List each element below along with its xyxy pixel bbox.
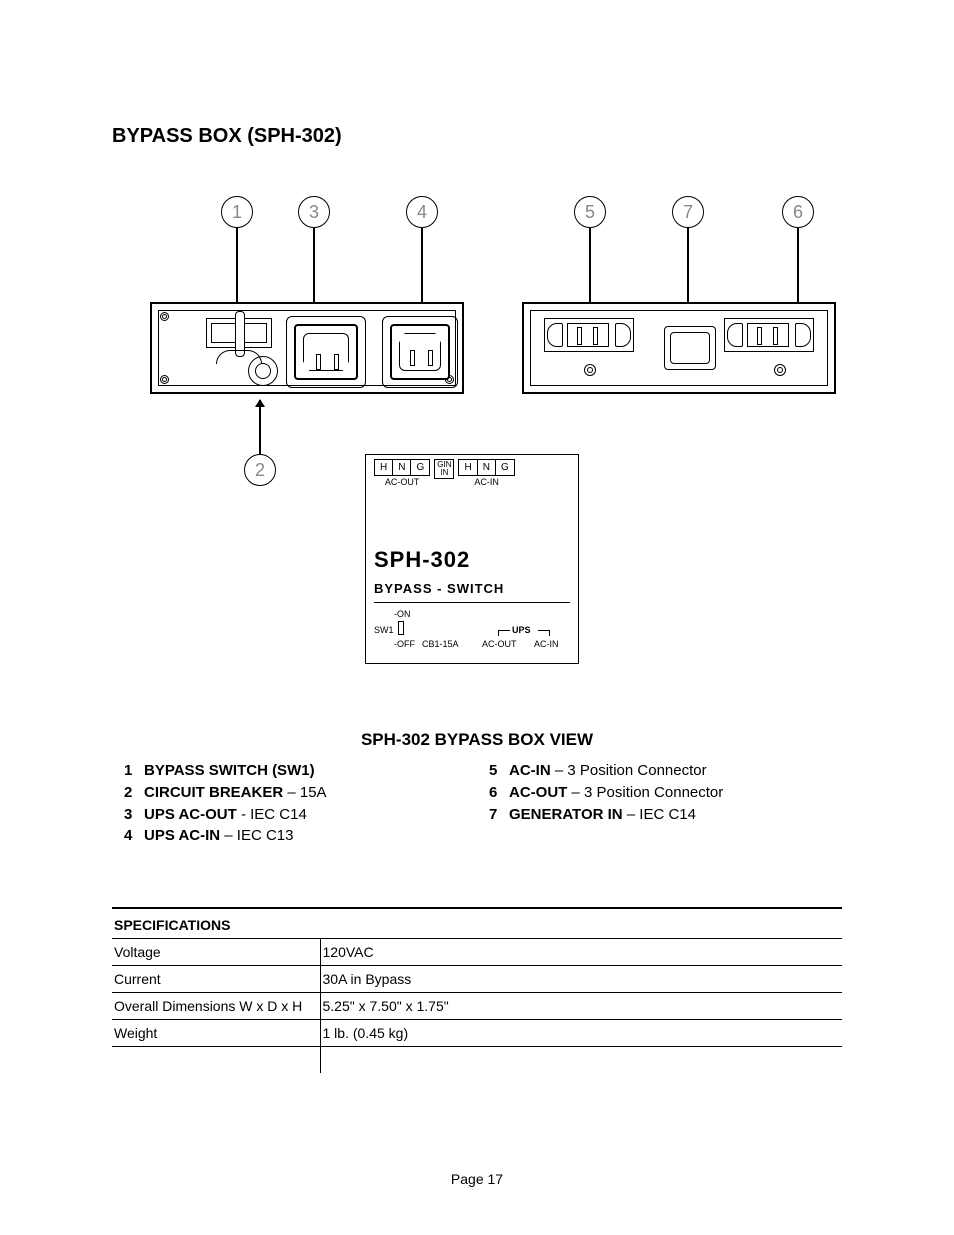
legend: 1BYPASS SWITCH (SW1)2CIRCUIT BREAKER – 1… (112, 760, 842, 847)
lp-subtitle: BYPASS - SWITCH (374, 581, 570, 596)
lp-g1: G (411, 459, 430, 476)
callout-4: 4 (406, 196, 438, 228)
specs-val: 120VAC (320, 939, 842, 966)
specs-key: Voltage (112, 939, 320, 966)
lp-off: -OFF (394, 639, 415, 649)
legend-num: 7 (477, 804, 509, 826)
lp-sub-right: AC-IN (458, 477, 514, 487)
legend-num: 6 (477, 782, 509, 804)
legend-row: 4UPS AC-IN – IEC C13 (112, 825, 477, 847)
legend-row: 5AC-IN – 3 Position Connector (477, 760, 842, 782)
lp-sw1: SW1 (374, 625, 394, 635)
callout-1: 1 (221, 196, 253, 228)
specs-empty-row (112, 1047, 842, 1073)
specs-key: Overall Dimensions W x D x H (112, 993, 320, 1020)
legend-text: AC-IN – 3 Position Connector (509, 760, 707, 782)
specs-key: Weight (112, 1020, 320, 1047)
lp-h1: H (374, 459, 393, 476)
specs-table: SPECIFICATIONS Voltage120VACCurrent30A i… (112, 907, 842, 1073)
lp-on: -ON (394, 609, 411, 619)
legend-num: 5 (477, 760, 509, 782)
legend-row: 7GENERATOR IN – IEC C14 (477, 804, 842, 826)
legend-num: 1 (112, 760, 144, 782)
specs-val: 30A in Bypass (320, 966, 842, 993)
legend-text: GENERATOR IN – IEC C14 (509, 804, 696, 826)
legend-row: 3UPS AC-OUT - IEC C14 (112, 804, 477, 826)
specs-row: Current30A in Bypass (112, 966, 842, 993)
lp-ups: UPS (512, 625, 531, 635)
lp-sub-left: AC-OUT (374, 477, 430, 487)
callout-line-2 (259, 400, 261, 454)
legend-text: AC-OUT – 3 Position Connector (509, 782, 723, 804)
lp-n2: N (478, 459, 496, 476)
legend-num: 4 (112, 825, 144, 847)
callout-3: 3 (298, 196, 330, 228)
specs-key: Current (112, 966, 320, 993)
lp-cb: CB1-15A (422, 639, 459, 649)
legend-col-right: 5AC-IN – 3 Position Connector6AC-OUT – 3… (477, 760, 842, 847)
lp-h2: H (458, 459, 477, 476)
specs-header: SPECIFICATIONS (112, 908, 842, 939)
callout-5: 5 (574, 196, 606, 228)
legend-col-left: 1BYPASS SWITCH (SW1)2CIRCUIT BREAKER – 1… (112, 760, 477, 847)
lp-acout: AC-OUT (482, 639, 517, 649)
lp-n1: N (393, 459, 411, 476)
lp-gin-bot: IN (437, 469, 451, 477)
legend-text: BYPASS SWITCH (SW1) (144, 760, 315, 782)
page-title: BYPASS BOX (SPH-302) (112, 125, 842, 148)
lp-acin: AC-IN (534, 639, 559, 649)
diagram-area: 1 3 4 5 7 6 2 (112, 190, 842, 730)
legend-text: CIRCUIT BREAKER – 15A (144, 782, 327, 804)
callout-7: 7 (672, 196, 704, 228)
legend-row: 1BYPASS SWITCH (SW1) (112, 760, 477, 782)
label-panel: H N G AC-OUT GIN IN H N G AC-IN SPH-302 … (365, 454, 579, 664)
legend-num: 2 (112, 782, 144, 804)
lp-g2: G (496, 459, 515, 476)
specs-row: Overall Dimensions W x D x H5.25" x 7.50… (112, 993, 842, 1020)
callout-6: 6 (782, 196, 814, 228)
rear-panel-right (522, 302, 836, 394)
front-panel-left (150, 302, 464, 394)
legend-num: 3 (112, 804, 144, 826)
diagram-caption: SPH-302 BYPASS BOX VIEW (112, 730, 842, 750)
lp-model: SPH-302 (374, 547, 570, 573)
callout-2: 2 (244, 454, 276, 486)
specs-val: 5.25" x 7.50" x 1.75" (320, 993, 842, 1020)
specs-row: Weight1 lb. (0.45 kg) (112, 1020, 842, 1047)
specs-val: 1 lb. (0.45 kg) (320, 1020, 842, 1047)
legend-row: 6AC-OUT – 3 Position Connector (477, 782, 842, 804)
page-footer: Page 17 (0, 1171, 954, 1187)
legend-text: UPS AC-IN – IEC C13 (144, 825, 294, 847)
legend-row: 2CIRCUIT BREAKER – 15A (112, 782, 477, 804)
legend-text: UPS AC-OUT - IEC C14 (144, 804, 307, 826)
specs-row: Voltage120VAC (112, 939, 842, 966)
